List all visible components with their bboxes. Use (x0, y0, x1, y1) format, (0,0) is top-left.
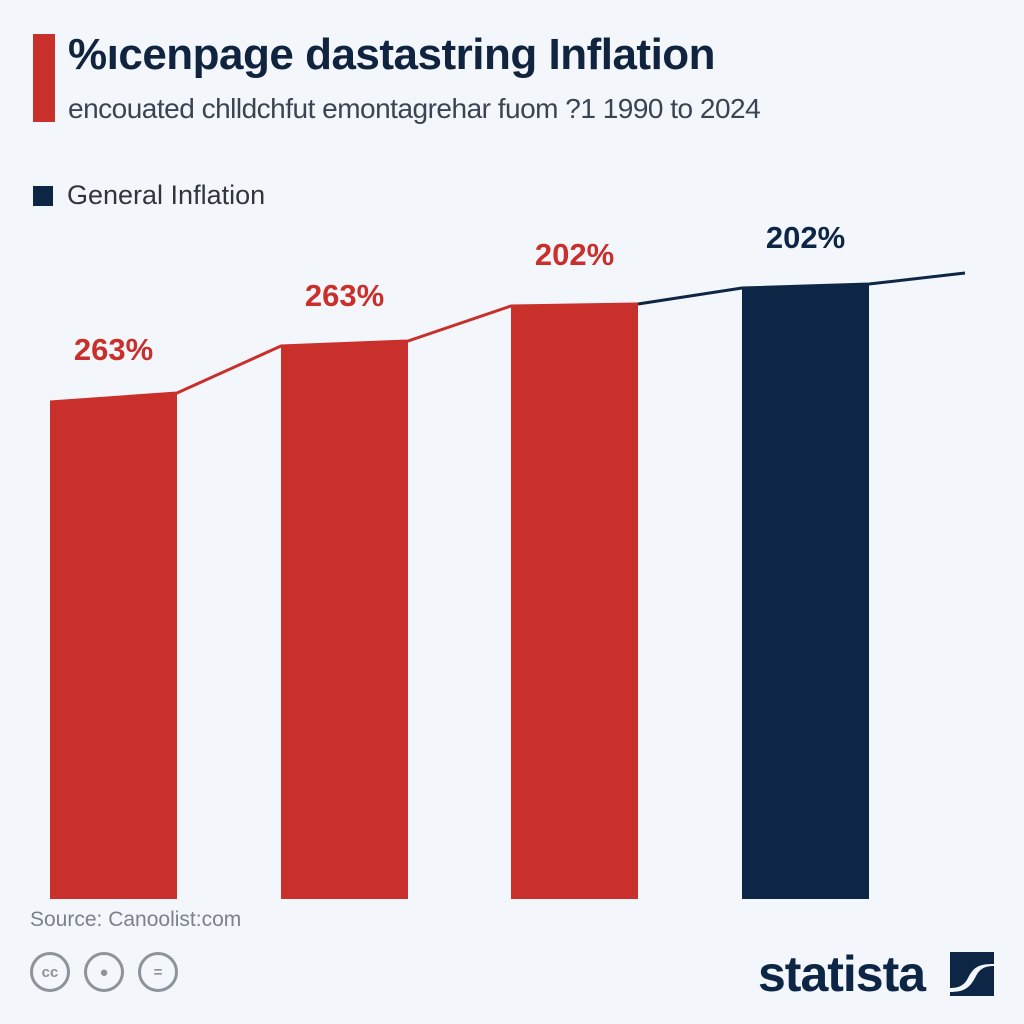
nd-icon: = (138, 952, 178, 992)
bar (511, 304, 638, 899)
statista-logo: statista (758, 946, 926, 1002)
chart-title: %ıcenpage dastastring Inflation (68, 30, 716, 79)
data-label: 202% (535, 237, 614, 272)
data-label: 202% (766, 220, 845, 255)
legend: General Inflation (33, 180, 265, 211)
legend-swatch (33, 185, 53, 206)
by-icon: ● (84, 952, 124, 992)
statista-logo-icon (950, 952, 994, 996)
bar (281, 341, 408, 899)
data-label: 263% (74, 332, 153, 367)
legend-label: General Inflation (67, 180, 266, 210)
title-accent-bar (33, 34, 55, 122)
data-label: 263% (305, 278, 384, 313)
cc-icon: cc (30, 952, 70, 992)
chart-subtitle: encouated chlldchfut emontagrehar fuom ?… (68, 93, 761, 124)
bar (50, 393, 177, 899)
source-note: Source: Canoolist:com (30, 908, 242, 931)
bar (742, 284, 869, 899)
